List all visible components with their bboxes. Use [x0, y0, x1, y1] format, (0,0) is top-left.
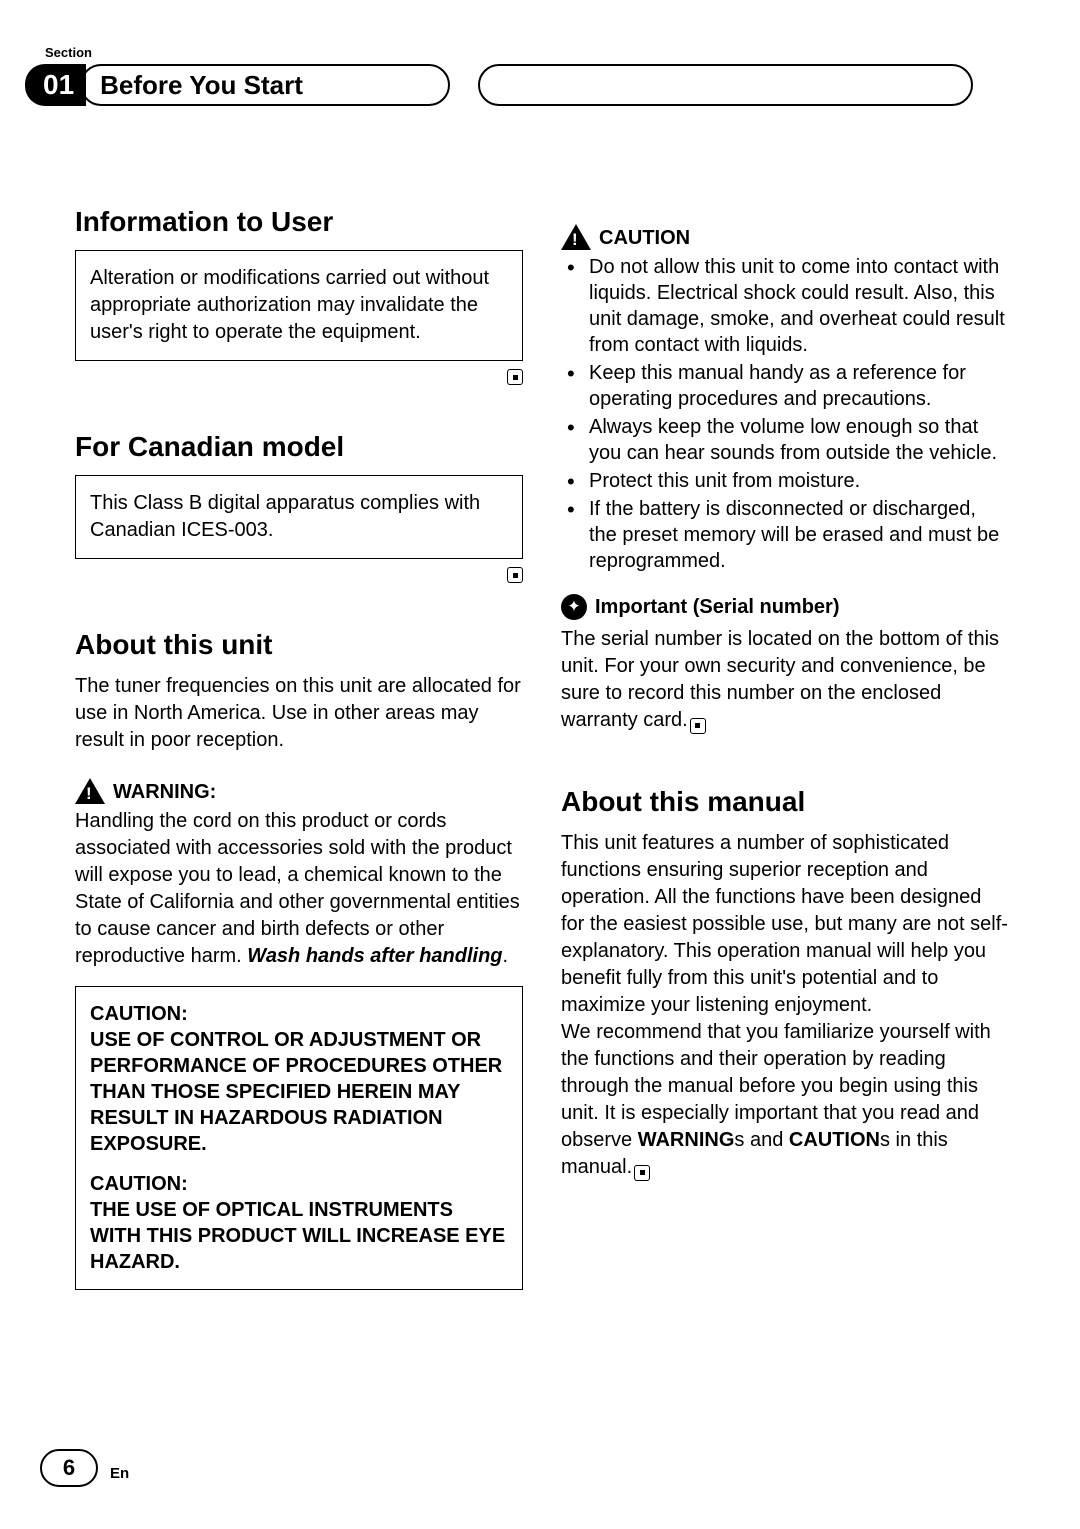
about-unit-para: The tuner frequencies on this unit are a…: [75, 673, 523, 754]
language-label: En: [110, 1465, 129, 1482]
section-title-pill: Before You Start: [80, 64, 450, 106]
left-column: Information to User Alteration or modifi…: [75, 206, 523, 1290]
warning-row: WARNING:: [75, 778, 523, 806]
list-item: Keep this manual handy as a reference fo…: [561, 360, 1009, 412]
warning-label: WARNING:: [113, 781, 216, 804]
section-number-badge: 01: [25, 64, 86, 106]
page-number-pill: 6: [40, 1449, 98, 1487]
warning-text-bold: Wash hands after handling: [247, 945, 502, 967]
caution-text-2: THE USE OF OPTICAL INSTRUMENTS WITH THIS…: [90, 1197, 508, 1275]
list-item: Do not allow this unit to come into cont…: [561, 254, 1009, 358]
important-text-body: The serial number is located on the bott…: [561, 628, 999, 731]
about-manual-p2: We recommend that you familiarize yourse…: [561, 1019, 1009, 1181]
caution-text-1: USE OF CONTROL OR ADJUSTMENT OR PERFORMA…: [90, 1027, 508, 1157]
header-row: 01 Before You Start: [25, 64, 1010, 106]
section-end-marker: [75, 567, 523, 583]
caution-block-2: CAUTION: THE USE OF OPTICAL INSTRUMENTS …: [90, 1171, 508, 1275]
list-item: If the battery is disconnected or discha…: [561, 496, 1009, 574]
end-glyph-icon: [690, 718, 706, 734]
caution-label-2: CAUTION:: [90, 1171, 508, 1197]
about-manual-p1: This unit features a number of sophistic…: [561, 830, 1009, 1019]
info-heading: Information to User: [75, 206, 523, 238]
list-item: Always keep the volume low enough so tha…: [561, 414, 1009, 466]
important-text: The serial number is located on the bott…: [561, 626, 1009, 734]
content-columns: Information to User Alteration or modifi…: [75, 206, 1010, 1290]
end-glyph-icon: [507, 567, 523, 583]
info-box: Alteration or modifications carried out …: [75, 250, 523, 361]
caution-block-1: CAUTION: USE OF CONTROL OR ADJUSTMENT OR…: [90, 1001, 508, 1157]
warning-triangle-icon: [75, 778, 105, 804]
section-label: Section: [45, 45, 1010, 60]
caution-heading-label: CAUTION: [599, 227, 690, 250]
right-column: CAUTION Do not allow this unit to come i…: [561, 206, 1009, 1290]
important-round-icon: [561, 594, 587, 620]
about-manual-heading: About this manual: [561, 786, 1009, 818]
p2c: s and: [734, 1129, 788, 1151]
list-item: Protect this unit from moisture.: [561, 468, 1009, 494]
end-glyph-icon: [634, 1165, 650, 1181]
canadian-heading: For Canadian model: [75, 431, 523, 463]
header-empty-pill: [478, 64, 973, 106]
warning-triangle-icon: [561, 224, 591, 250]
caution-box: CAUTION: USE OF CONTROL OR ADJUSTMENT OR…: [75, 986, 523, 1290]
section-end-marker: [75, 369, 523, 385]
p2-warning-bold: WARNING: [638, 1129, 735, 1151]
important-row: Important (Serial number): [561, 594, 1009, 620]
warning-text: Handling the cord on this product or cor…: [75, 808, 523, 970]
p2-caution-bold: CAUTION: [789, 1129, 880, 1151]
caution-label-1: CAUTION:: [90, 1001, 508, 1027]
warning-period: .: [503, 945, 509, 967]
warning-text-body: Handling the cord on this product or cor…: [75, 810, 520, 967]
important-label: Important (Serial number): [595, 596, 839, 619]
page-footer: 6 En: [40, 1449, 129, 1487]
about-unit-heading: About this unit: [75, 629, 523, 661]
caution-bullets: Do not allow this unit to come into cont…: [561, 254, 1009, 574]
caution-row: CAUTION: [561, 224, 1009, 252]
canadian-box: This Class B digital apparatus complies …: [75, 475, 523, 559]
end-glyph-icon: [507, 369, 523, 385]
